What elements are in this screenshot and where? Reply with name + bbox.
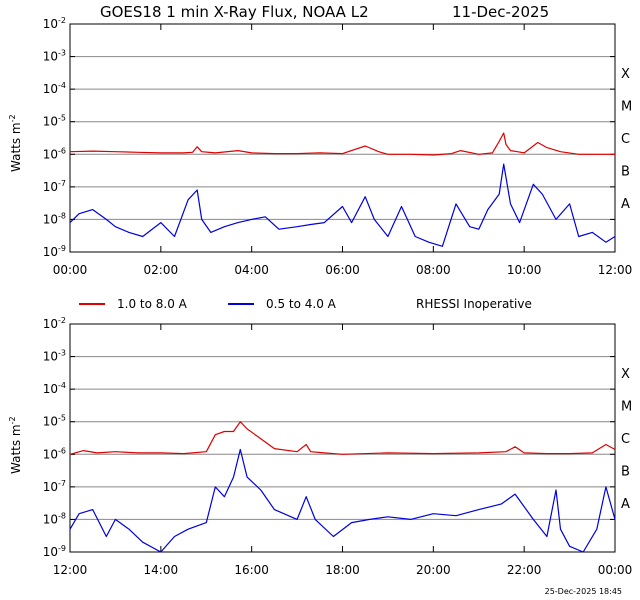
y-tick-label: 10-3: [43, 349, 66, 364]
flare-class-label: X: [621, 67, 630, 82]
x-tick-label: 16:00: [234, 563, 269, 577]
y-tick-label: 10-5: [43, 114, 66, 129]
panel-1-frame: [69, 23, 616, 253]
panel-2-frame: [69, 323, 616, 553]
long-channel-line: [69, 421, 616, 455]
legend-short-label: 0.5 to 4.0 A: [266, 297, 337, 311]
y-tick-label: 10-7: [43, 479, 66, 494]
panel-2-y-label: Watts m-2: [8, 416, 23, 474]
y-tick-label: 10-6: [43, 446, 66, 461]
y-tick-label: 10-5: [43, 414, 66, 429]
y-tick-label: 10-2: [43, 16, 66, 31]
long-channel-line: [69, 132, 615, 156]
flare-class-label: X: [621, 367, 630, 382]
x-tick-label: 00:00: [53, 263, 88, 277]
x-tick-label: 14:00: [144, 563, 179, 577]
y-tick-label: 10-3: [43, 49, 66, 64]
x-tick-label: 18:00: [325, 563, 360, 577]
legend-long-label: 1.0 to 8.0 A: [117, 297, 188, 311]
x-tick-label: 02:00: [144, 263, 179, 277]
x-tick-label: 08:00: [416, 263, 451, 277]
flare-class-label: C: [621, 132, 630, 147]
x-tick-label: 00:00: [598, 563, 633, 577]
panel-1-series: [69, 132, 616, 247]
x-tick-label: 06:00: [325, 263, 360, 277]
generated-timestamp: 25-Dec-2025 18:45: [545, 587, 622, 596]
short-channel-line: [69, 163, 616, 247]
y-tick-label: 10-4: [43, 381, 66, 396]
panel-1-grid: [70, 56, 615, 220]
flare-class-label: B: [621, 165, 630, 180]
flare-class-label: C: [621, 432, 630, 447]
y-tick-label: 10-7: [43, 179, 66, 194]
legend-note: RHESSI Inoperative: [416, 297, 532, 311]
panel-2-x-ticks: 12:00 14:00 16:00 18:00 20:00 22:00 00:00: [53, 324, 633, 577]
panel-1-y-ticks: 10-2 10-3 10-4 10-5 10-6 10-7 10-8 10-9: [43, 16, 615, 259]
panel-2-y-ticks: 10-2 10-3 10-4 10-5 10-6 10-7 10-8 10-9: [43, 316, 615, 559]
x-tick-label: 20:00: [416, 563, 451, 577]
panel-1-y-label: Watts m-2: [8, 114, 23, 172]
flare-class-label: M: [621, 399, 632, 414]
panel-2-grid: [70, 356, 615, 520]
y-tick-label: 10-8: [43, 211, 66, 226]
short-channel-line: [69, 448, 616, 553]
y-tick-label: 10-9: [43, 544, 66, 559]
x-tick-label: 22:00: [507, 563, 542, 577]
legend: 1.0 to 8.0 A 0.5 to 4.0 A RHESSI Inopera…: [79, 297, 532, 311]
panel-2-series: [69, 421, 616, 553]
flare-class-label: B: [621, 465, 630, 480]
x-tick-label: 12:00: [53, 563, 88, 577]
y-tick-label: 10-9: [43, 244, 66, 259]
panel-1-x-ticks: 00:00 02:00 04:00 06:00 08:00 10:00 12:00: [53, 24, 633, 277]
panel-2-flare-classes: X M C B A: [621, 367, 632, 512]
panel-1-flare-classes: X M C B A: [621, 67, 632, 212]
chart-title: GOES18 1 min X-Ray Flux, NOAA L2: [100, 3, 369, 21]
chart-date: 11-Dec-2025: [452, 3, 549, 21]
y-tick-label: 10-6: [43, 146, 66, 161]
x-tick-label: 12:00: [598, 263, 633, 277]
y-tick-label: 10-2: [43, 316, 66, 331]
y-tick-label: 10-4: [43, 81, 66, 96]
panel-2: 10-2 10-3 10-4 10-5 10-6 10-7 10-8 10-9 12:00 14…: [8, 316, 632, 577]
y-tick-label: 10-8: [43, 511, 66, 526]
panel-1: 10-2 10-3 10-4 10-5 10-6 10-7 10-8 10-9 00:00 02…: [8, 16, 632, 277]
flare-class-label: A: [621, 197, 630, 212]
flare-class-label: M: [621, 99, 632, 114]
x-tick-label: 10:00: [507, 263, 542, 277]
flare-class-label: A: [621, 497, 630, 512]
x-tick-label: 04:00: [234, 263, 269, 277]
